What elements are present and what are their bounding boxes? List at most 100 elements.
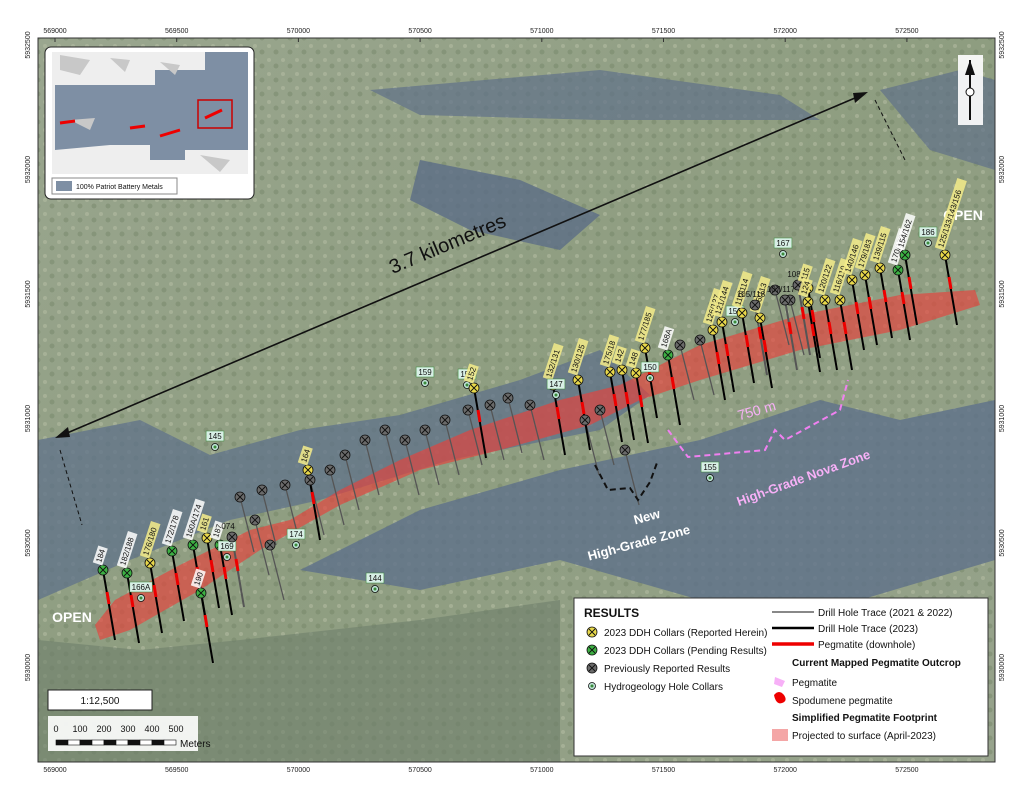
trace [679,344,695,401]
trace [897,269,911,341]
collar-cross [361,436,369,444]
easting-label: 570500 [408,28,431,35]
inset-map: 100% Patriot Battery Metals [44,46,255,200]
hole-label: 186 [921,228,935,237]
trace [344,454,360,511]
collar-cross [861,271,869,279]
trace [529,404,545,461]
label-box [196,513,212,534]
label-box [161,509,183,547]
pegmatite-interval [152,584,158,598]
legend-label: Drill Hole Trace (2023) [818,624,918,635]
collar-dot [213,445,217,449]
hole-label: 159 [418,368,432,377]
collar-cross [258,486,266,494]
pegmatite-interval [810,309,816,323]
label-box [731,271,753,309]
label-box [209,520,225,541]
pegmatite-interval [842,321,848,335]
easting-label: 572500 [895,28,918,35]
collar-cross [596,406,604,414]
collar-dot [423,381,427,385]
trace [789,299,805,356]
collar-cross [804,298,812,306]
label-box [934,178,967,251]
pegmatite-interval [310,491,316,505]
collar-cross [304,466,312,474]
legend-label: Pegmatite (downhole) [818,640,915,651]
label-box [205,430,225,442]
collar-cross [632,369,640,377]
pegmatite-interval [174,572,180,586]
label-box [797,263,813,284]
hole-label: 148 [627,351,640,367]
trace [206,537,220,609]
pegmatite-interval [810,323,816,337]
trace [200,592,214,664]
collar-cross [574,376,582,384]
label-box [116,531,138,569]
northing-label: 5931500 [999,280,1006,307]
trace [239,496,255,553]
collar-cross [696,336,704,344]
collar-cross [756,314,764,322]
hole-label: 152 [465,366,478,382]
collar-cross [504,394,512,402]
collar-cross [848,276,856,284]
collar-cross [381,426,389,434]
collar-dot [781,252,785,256]
pegmatite-interval [624,391,630,405]
hole-label: 142 [613,348,626,364]
collar-dot [225,555,229,559]
trace [824,299,838,371]
northing-label: 5930500 [25,529,32,556]
trace [309,479,325,536]
pegmatite-interval [900,291,906,305]
trace [644,347,658,419]
label-box [217,540,237,552]
hole-label: 144 [368,574,382,583]
hole-label: 145 [208,432,222,441]
label-box [542,343,564,381]
pegmatite-interval [757,326,763,340]
hole-label: 107/117 [767,285,796,294]
label-box [625,348,641,369]
label-box [190,568,206,589]
trace [774,289,790,346]
hole-label: 147 [549,380,563,389]
collar-cross [751,301,759,309]
pegmatite-interval [105,591,111,605]
label-box [139,521,161,559]
zone-label: New [632,506,663,528]
easting-label: 569500 [165,28,188,35]
pegmatite-interval [580,401,586,415]
trace [839,299,853,371]
northing-label: 5932000 [999,156,1006,183]
collar-cross [464,406,472,414]
collar-dot [465,383,469,387]
label-box [918,226,938,238]
collar-cross [588,628,596,636]
scale-tick-label: 0 [53,724,58,734]
label-box [894,213,916,251]
collar-cross [901,251,909,259]
collar-cross [664,351,672,359]
hole-label: 124 [799,280,812,296]
collar-cross [618,366,626,374]
collar-dot [926,241,930,245]
collar-cross [421,426,429,434]
label-box [546,378,566,390]
pegmatite-interval [670,376,676,390]
pegmatite-interval [827,321,833,335]
trace [102,569,116,641]
pegmatite-interval [854,301,860,315]
scale-segment [55,739,69,746]
collar-cross [676,341,684,349]
trace [444,419,460,476]
legend-label: 2023 DDH Collars (Reported Herein) [604,628,767,639]
collar-cross [894,266,902,274]
north-arrow [958,55,983,125]
scale-tick-label: 100 [72,724,87,734]
easting-label: 569500 [165,767,188,774]
